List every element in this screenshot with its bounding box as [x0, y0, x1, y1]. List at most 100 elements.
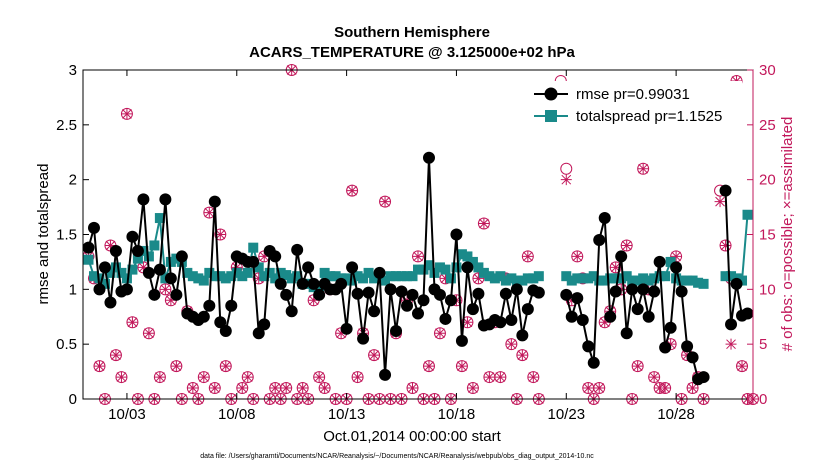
totalspread-point [407, 271, 418, 282]
obs-assimilated-point [659, 382, 671, 394]
totalspread-point [187, 271, 198, 282]
rmse-point [406, 288, 419, 301]
totalspread-point [88, 271, 99, 282]
obs-assimilated-point [494, 371, 506, 383]
rmse-point [412, 307, 424, 320]
totalspread-point [396, 271, 407, 282]
rmse-point [98, 261, 111, 274]
rmse-point [417, 294, 430, 307]
totalspread-point [193, 273, 204, 284]
obs-assimilated-point [335, 327, 347, 339]
totalspread-point [649, 273, 660, 284]
y2-tick-label: 10 [759, 281, 776, 298]
rmse-point [494, 316, 507, 329]
totalspread-point [638, 273, 649, 284]
y2-tick-label: 0 [759, 391, 767, 408]
obs-assimilated-point [527, 371, 539, 383]
totalspread-point [385, 271, 396, 282]
obs-assimilated-point [560, 174, 572, 186]
totalspread-point [325, 271, 336, 282]
totalspread-point [478, 267, 489, 278]
obs-assimilated-point [648, 371, 660, 383]
y2-tick-label: 5 [759, 336, 767, 353]
obs-assimilated-point [516, 349, 528, 361]
rmse-point [219, 325, 232, 338]
obs-assimilated-point [687, 382, 699, 394]
rmse-point [681, 340, 694, 353]
rmse-point [466, 303, 479, 316]
obs-assimilated-point [610, 261, 622, 273]
totalspread-point [588, 271, 599, 282]
totalspread-point [220, 273, 231, 284]
totalspread-series [83, 209, 753, 293]
totalspread-point [473, 262, 484, 273]
totalspread-point [270, 273, 281, 284]
totalspread-point [402, 271, 413, 282]
totalspread-point [248, 242, 259, 253]
obs-assimilated-point [412, 250, 424, 262]
totalspread-point [660, 271, 671, 282]
rmse-point [741, 307, 754, 320]
y-tick-label: 2.5 [56, 117, 77, 134]
y2-tick-label: 25 [759, 117, 776, 134]
totalspread-point [264, 267, 275, 278]
rmse-point [280, 288, 293, 301]
rmse-point [395, 285, 408, 298]
rmse-point [313, 288, 326, 301]
x-tick-label: 10/08 [218, 406, 256, 423]
obs-assimilated-point [368, 349, 380, 361]
rmse-point [455, 334, 468, 347]
rmse-point [373, 266, 386, 279]
obs-assimilated-point [621, 239, 633, 251]
totalspread-point [330, 271, 341, 282]
chart-subtitle: ACARS_TEMPERATURE @ 3.125000e+02 hPa [249, 44, 575, 61]
totalspread-point [363, 267, 374, 278]
y-tick-label: 3 [69, 62, 77, 79]
totalspread-point [511, 275, 522, 286]
rmse-point [642, 310, 655, 323]
totalspread-point [215, 271, 226, 282]
rmse-point [401, 299, 414, 312]
obs-assimilated-point [220, 360, 232, 372]
rmse-point [362, 286, 375, 299]
obs-assimilated-point [280, 382, 292, 394]
x-tick-label: 10/03 [108, 406, 146, 423]
rmse-point [258, 318, 271, 331]
rmse-point [208, 195, 221, 208]
x-tick-label: 10/18 [438, 406, 476, 423]
obs-assimilated-point [137, 261, 149, 273]
obs-assimilated-point [461, 316, 473, 328]
obs-assimilated-point [165, 294, 177, 306]
rmse-point [631, 303, 644, 316]
legend-totalspread-marker [545, 110, 557, 122]
obs-assimilated-point [297, 382, 309, 394]
obs-assimilated-point [720, 239, 732, 251]
rmse-point [390, 325, 403, 338]
obs-assimilated-point [670, 250, 682, 262]
rmse-point [302, 261, 315, 274]
rmse-point [214, 316, 227, 329]
rmse-point [499, 287, 512, 300]
obs-assimilated-point [203, 207, 215, 219]
obs-assimilated-point [258, 250, 270, 262]
rmse-point [159, 193, 172, 206]
rmse-point [269, 250, 282, 263]
rmse-point [675, 285, 688, 298]
rmse-point [126, 230, 139, 243]
rmse-point [93, 283, 106, 296]
rmse-point [472, 287, 485, 300]
totalspread-point [533, 271, 544, 282]
rmse-point [648, 285, 661, 298]
obs-assimilated-point [423, 360, 435, 372]
totalspread-point [517, 275, 528, 286]
rmse-point [461, 261, 474, 274]
obs-assimilated-point [593, 382, 605, 394]
obs-assimilated-point [483, 371, 495, 383]
totalspread-point [594, 275, 605, 286]
obs-assimilated-point [407, 382, 419, 394]
legend: rmse pr=0.99031 totalspread pr=1.1525 [527, 81, 742, 129]
totalspread-point [698, 278, 709, 289]
obs-assimilated-point [170, 360, 182, 372]
obs-assimilated-point [121, 108, 133, 120]
x-tick-label: 10/28 [657, 406, 695, 423]
